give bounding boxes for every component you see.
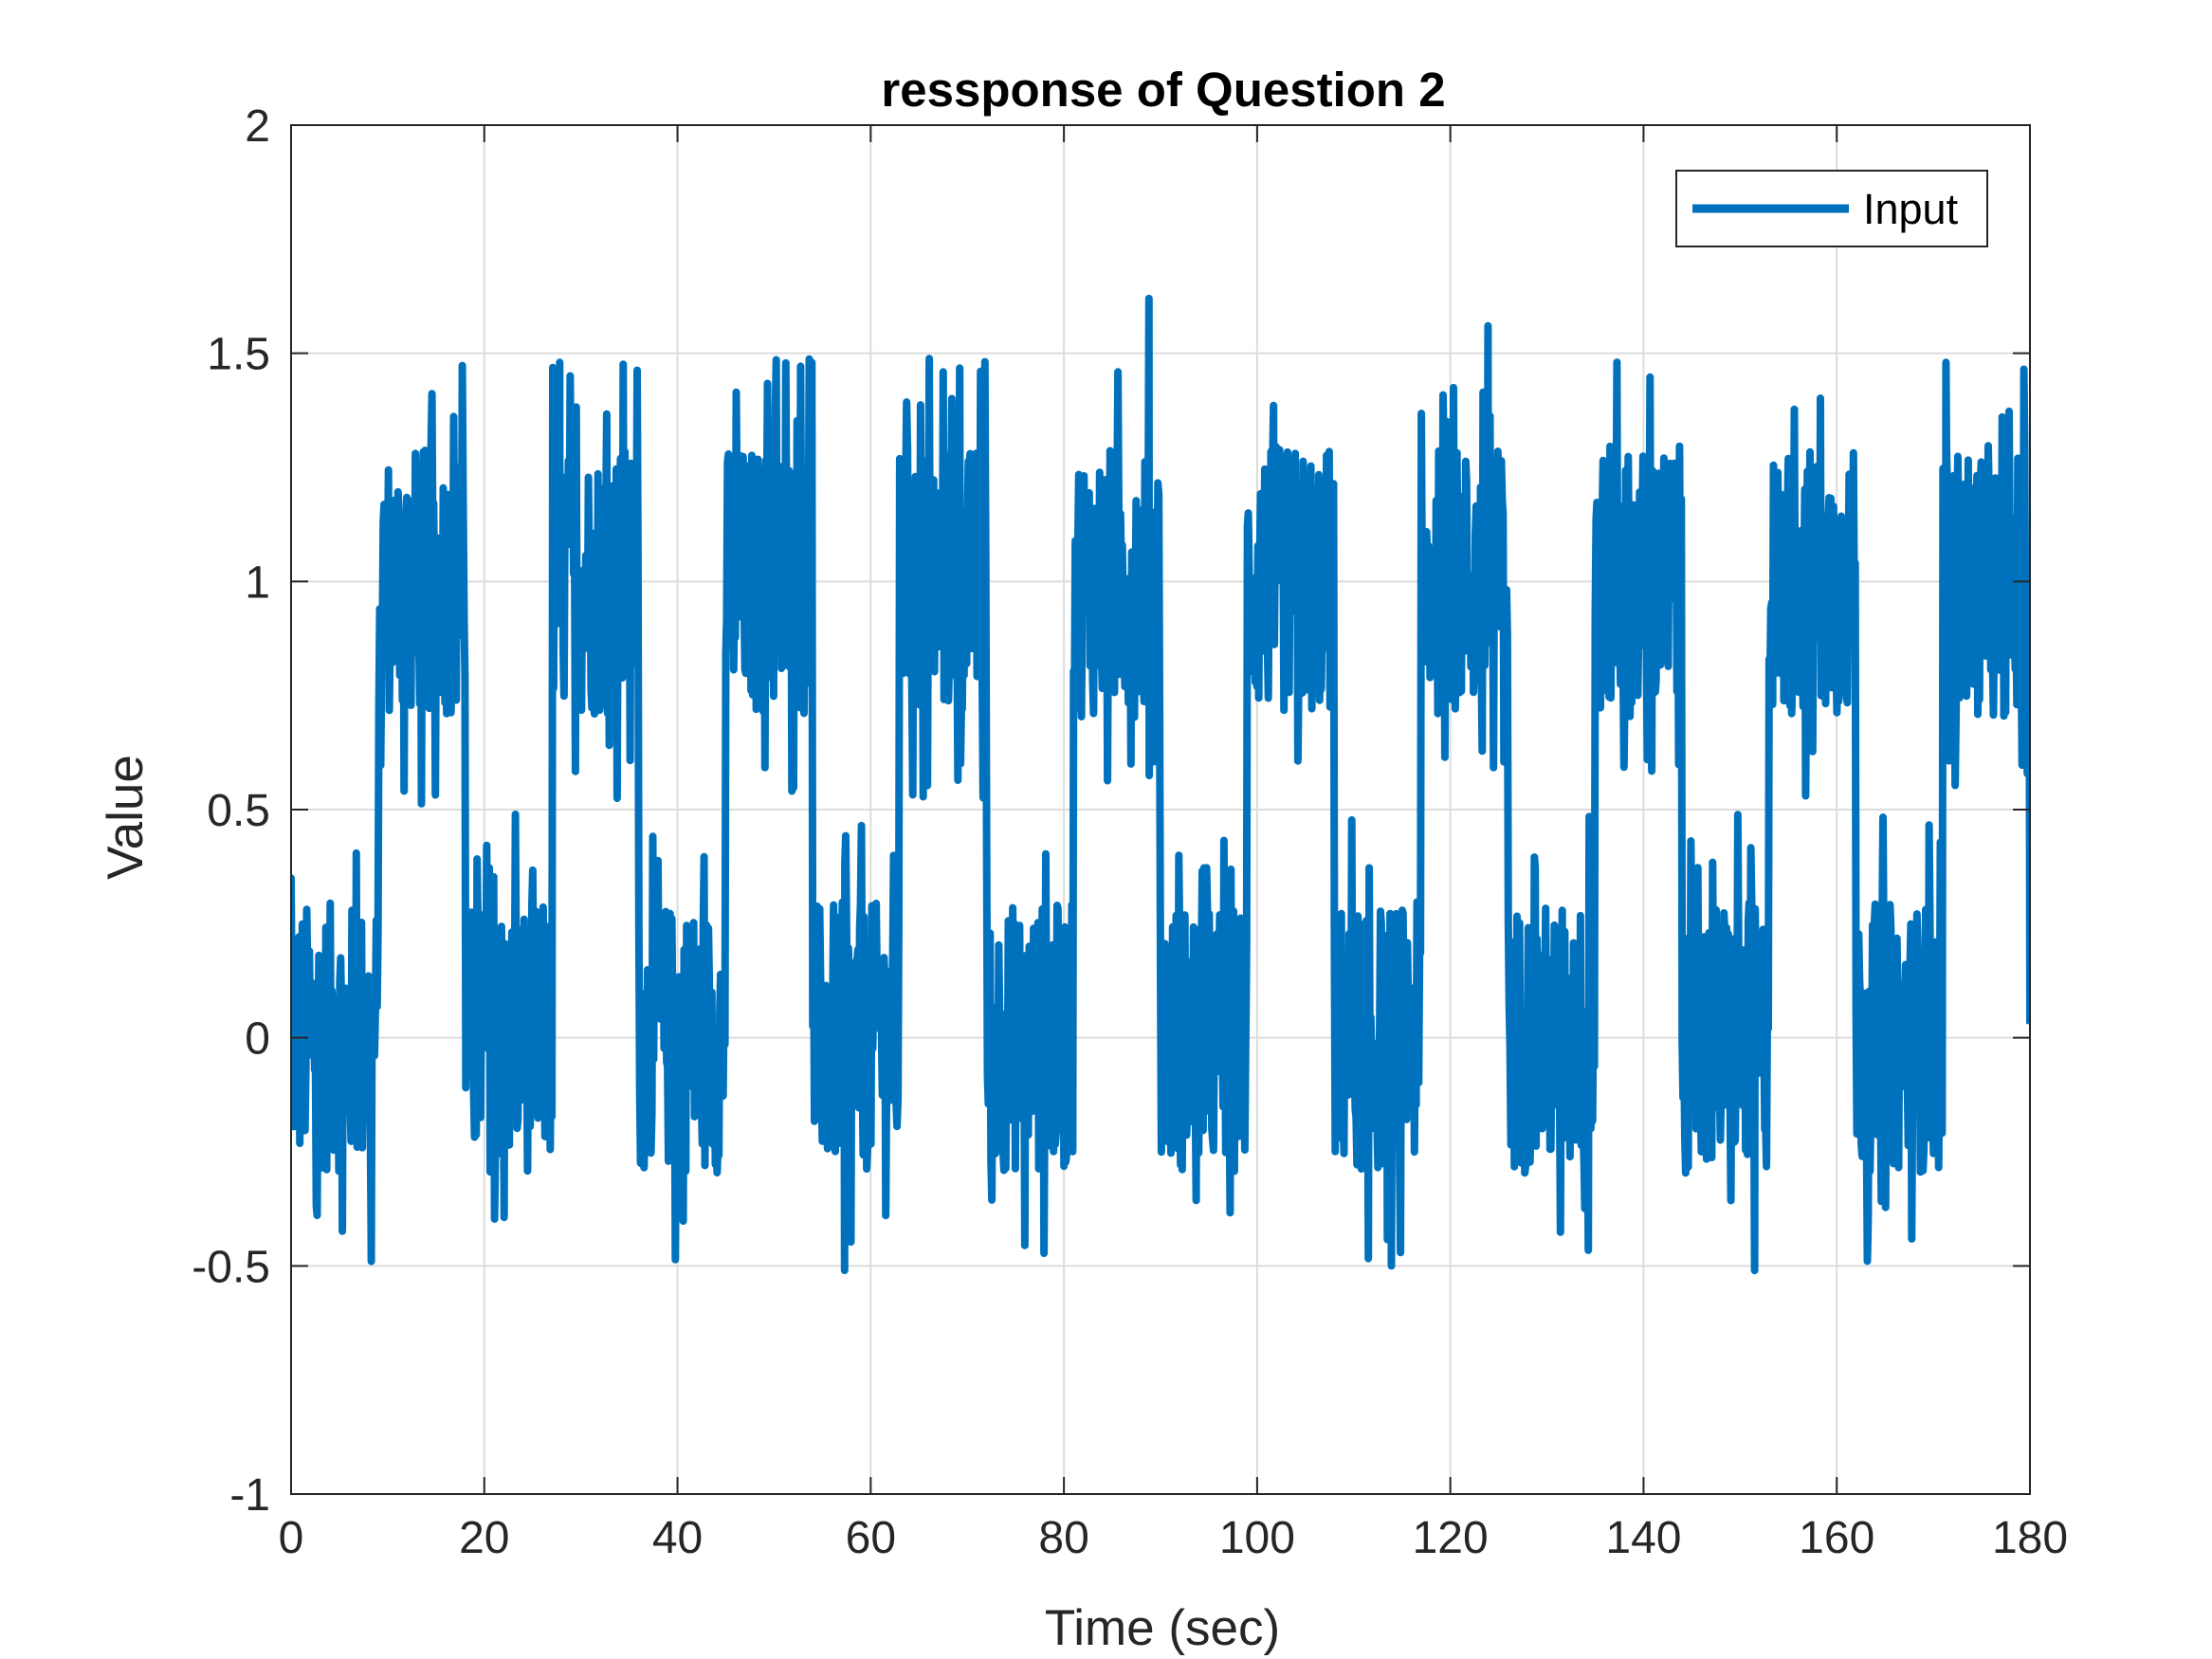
x-tick-label: 180	[1992, 1513, 2068, 1563]
legend: Input	[1675, 170, 1988, 247]
x-tick-labels: 0 20 40 60 80 100 120 140 160 180	[279, 1513, 2068, 1563]
series-line-input	[291, 294, 2030, 1275]
x-tick-label: 120	[1413, 1513, 1489, 1563]
x-tick-label: 40	[652, 1513, 703, 1563]
ticks	[290, 124, 2031, 1495]
y-tick-label: 2	[245, 101, 270, 152]
x-tick-label: 0	[279, 1513, 304, 1563]
y-tick-labels: -1 -0.5 0 0.5 1 1.5 2	[192, 101, 270, 1521]
chart-title: ressponse of Question 2	[881, 63, 1445, 117]
y-tick-label: 0.5	[207, 786, 270, 836]
x-tick-label: 160	[1799, 1513, 1874, 1563]
series-layer	[291, 294, 2030, 1275]
y-tick-label: -1	[229, 1470, 270, 1521]
x-tick-label: 20	[459, 1513, 509, 1563]
y-tick-label: 0	[245, 1014, 270, 1065]
x-axis-label: Time (sec)	[1045, 1600, 1280, 1656]
y-tick-label: 1.5	[207, 330, 270, 380]
x-tick-label: 60	[846, 1513, 896, 1563]
y-axis-label: Value	[98, 755, 154, 880]
y-tick-label: -0.5	[192, 1242, 270, 1292]
x-tick-label: 80	[1038, 1513, 1088, 1563]
x-tick-label: 140	[1605, 1513, 1681, 1563]
legend-entry-input: Input	[1863, 185, 1959, 233]
x-tick-label: 100	[1219, 1513, 1295, 1563]
y-tick-label: 1	[245, 557, 270, 608]
